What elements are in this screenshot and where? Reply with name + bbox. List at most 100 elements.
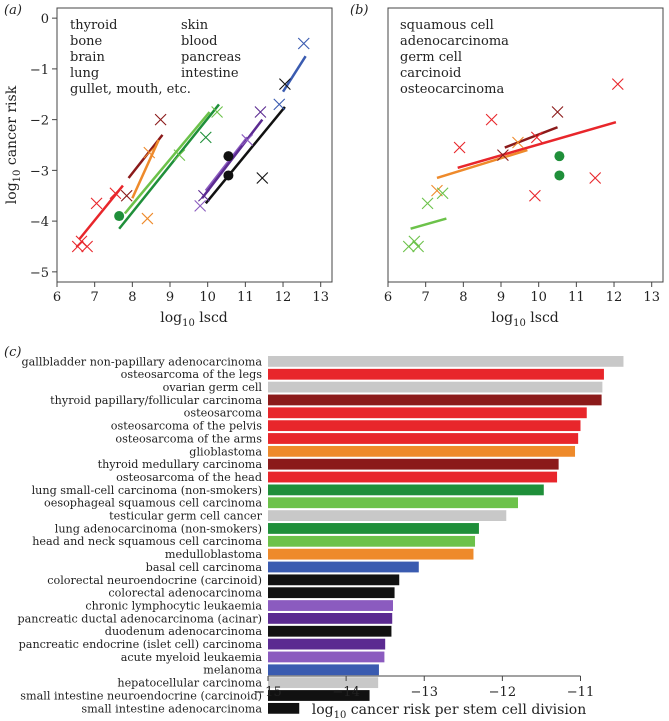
bar-0: [268, 356, 624, 367]
bar-20: [268, 613, 393, 624]
bar-label: hepatocellular carcinoma: [117, 677, 262, 690]
point-x-pancreas: [254, 106, 267, 118]
bar-9: [268, 471, 558, 483]
point-x-squamous: [497, 149, 509, 162]
bar-19: [268, 600, 393, 611]
bar-label: basal cell carcinoma: [146, 561, 263, 574]
x-tick-label: 9: [497, 290, 505, 305]
y-tick-label: −5: [30, 266, 49, 281]
panel-a-frame: [56, 7, 333, 283]
point-x-gullet: [211, 106, 223, 118]
x-tick-label: 12: [606, 290, 623, 305]
legend-carcinoid: carcinoid: [400, 66, 461, 81]
bar-label: thyroid papillary/follicular carcinoma: [50, 394, 262, 407]
bar-label: osteosarcoma of the head: [116, 471, 262, 484]
panel-b-scatter: (b) 6 7 8 9 10 11 12 13 squamous celladenocarci…: [350, 3, 664, 329]
bar-16: [268, 561, 419, 573]
bar-label: acute myeloid leukaemia: [121, 651, 263, 664]
y-tick-label: −4: [30, 215, 49, 230]
panel-c-bar-labels: gallbladder non-papillary adenocarcinoma…: [17, 355, 262, 715]
point-x-skin: [297, 37, 310, 50]
bar-label: osteosarcoma: [184, 407, 263, 420]
bar-label: pancreatic endocrine (islet cell) carcin…: [19, 638, 263, 651]
x-tick-label: 6: [53, 290, 61, 305]
panel-a-y-axis: 0 −1 −2 −3 −4 −5: [30, 12, 57, 281]
bar-label: colorectal adenocarcinoma: [108, 587, 262, 600]
point-x-germ: [431, 184, 443, 197]
point-dot-lung: [114, 211, 125, 222]
bar-18: [268, 587, 395, 599]
x-tick-label: 8: [128, 290, 136, 305]
panel-a-label: (a): [4, 3, 22, 18]
bar-label: testicular germ cell cancer: [109, 510, 262, 523]
legend-adeno: adenocarcinoma: [400, 34, 509, 49]
point-x-bone: [109, 187, 122, 200]
x-tick-label: 13: [312, 290, 329, 305]
panel-a-points: [71, 37, 310, 253]
bar-label: medulloblastoma: [165, 548, 262, 561]
bar-label: pancreatic ductal adenocarcinoma (acinar…: [17, 612, 262, 625]
point-x-squamous: [551, 106, 564, 118]
legend-blood: blood: [181, 34, 217, 49]
bar-label: lung adenocarcinoma (non-smokers): [55, 522, 262, 535]
bar-label: oesophageal squamous cell carcinoma: [44, 497, 262, 510]
bar-2: [268, 381, 603, 393]
point-x-osteo: [412, 240, 425, 253]
bar-label: melanoma: [203, 664, 262, 677]
point-x-adeno: [589, 172, 602, 184]
bar-5: [268, 420, 581, 432]
point-dot-carcinoid: [554, 151, 565, 162]
x-tick-label: 11: [237, 290, 254, 305]
panel-a-x-axis: 6 7 8 9 10 11 12 13: [53, 282, 329, 305]
legend-brain: brain: [70, 50, 105, 65]
bar-label: head and neck squamous cell carcinoma: [32, 535, 262, 548]
bar-label: lung small-cell carcinoma (non-smokers): [32, 484, 262, 497]
point-x-intestine: [256, 172, 269, 184]
bar-label: ovarian germ cell: [163, 381, 263, 394]
x-tick-label: −14: [332, 685, 359, 700]
legend-intestine: intestine: [181, 66, 239, 81]
point-x-osteo: [408, 235, 421, 248]
fit-line-germ: [436, 148, 528, 180]
point-x-adeno: [529, 189, 541, 202]
legend-bone: bone: [70, 34, 103, 49]
fit-line-brain: [131, 139, 160, 199]
bar-22: [268, 638, 386, 650]
bar-label: gallbladder non-papillary adenocarcinoma: [21, 355, 262, 368]
bar-13: [268, 523, 479, 534]
point-x-pancreas: [198, 189, 210, 202]
bar-17: [268, 574, 400, 586]
x-tick-label: −15: [254, 685, 281, 700]
legend-skin: skin: [181, 18, 209, 33]
x-tick-label: −13: [411, 685, 438, 700]
legend-lung: lung: [70, 66, 99, 81]
bar-label: osteosarcoma of the pelvis: [111, 420, 262, 433]
point-x-lung: [199, 131, 212, 144]
bar-24: [268, 664, 379, 676]
panel-a-xlabel: log10 lscd: [160, 310, 228, 329]
legend-gullet: gullet, mouth, etc.: [70, 82, 191, 97]
legend-thyroid: thyroid: [70, 18, 117, 33]
panel-c-label: (c): [4, 345, 21, 360]
bar-label: small intestine neuroendocrine (carcinoi…: [20, 689, 262, 702]
x-tick-label: 12: [275, 290, 292, 305]
x-tick-label: −11: [567, 685, 594, 700]
legend-germ: germ cell: [400, 50, 462, 65]
bar-12: [268, 510, 507, 521]
bar-label: thyroid medullary carcinoma: [98, 458, 263, 471]
point-x-gullet: [173, 149, 186, 162]
bar-label: osteosarcoma of the arms: [115, 432, 262, 445]
point-x-bone: [90, 197, 103, 210]
panel-b-label: (b): [350, 3, 368, 18]
bar-label: duodenum adenocarcinoma: [105, 625, 263, 638]
bar-10: [268, 484, 544, 496]
point-dot-intestine: [223, 170, 234, 181]
bar-27: [268, 702, 300, 714]
fit-line-adeno: [457, 120, 617, 170]
point-x-skin: [273, 98, 286, 111]
point-x-blood: [241, 134, 254, 146]
y-tick-label: 0: [41, 12, 49, 27]
